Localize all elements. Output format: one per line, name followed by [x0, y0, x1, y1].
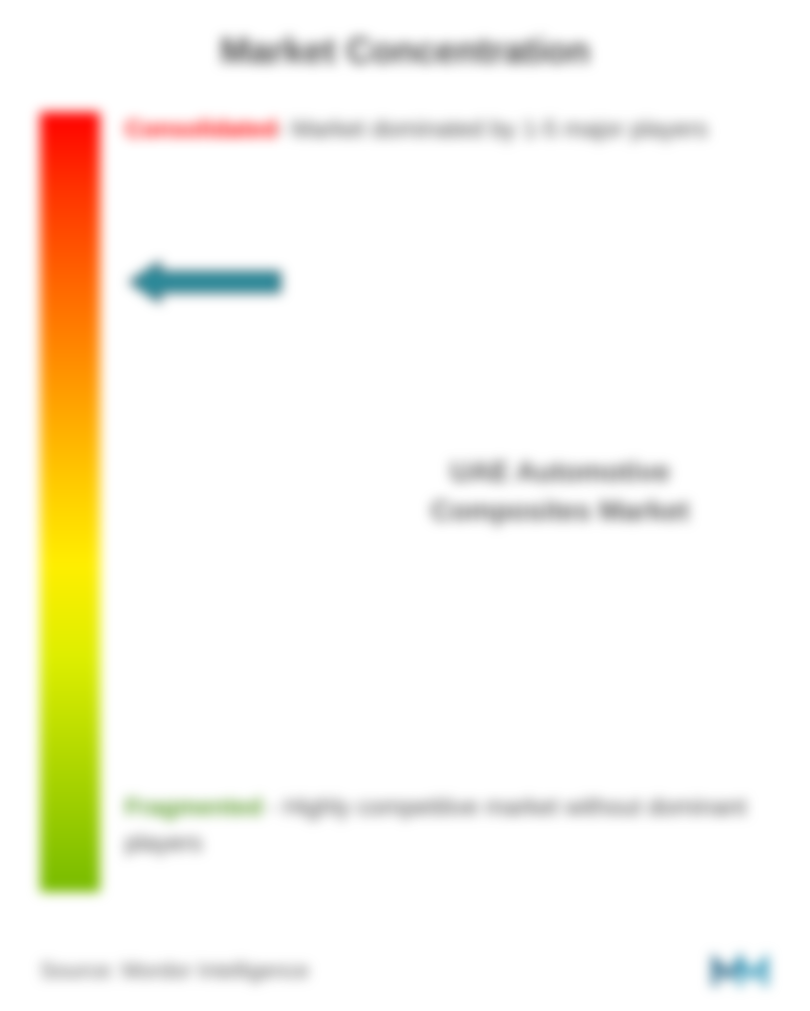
consolidated-highlight: Consolidated	[125, 116, 277, 143]
labels-area: Consolidated- Market dominated by 1-5 ma…	[100, 112, 770, 892]
consolidated-description: - Market dominated by 1-5 major players	[277, 116, 708, 143]
content-area: Consolidated- Market dominated by 1-5 ma…	[40, 112, 770, 892]
footer: Source: Mordor Intelligence	[40, 951, 770, 991]
consolidated-label: Consolidated- Market dominated by 1-5 ma…	[125, 112, 770, 148]
position-arrow	[125, 257, 285, 307]
concentration-gradient-bar	[40, 112, 100, 892]
fragmented-highlight: Fragmented	[125, 794, 262, 821]
mordor-logo-icon	[710, 951, 770, 991]
market-name-label: UAE Automotive Composites Market	[370, 452, 750, 530]
fragmented-label: Fragmented - Highly competitive market w…	[125, 790, 770, 862]
main-container: Market Concentration Consolidated- Marke…	[0, 0, 810, 1011]
arrow-icon	[125, 257, 285, 307]
source-attribution: Source: Mordor Intelligence	[40, 958, 309, 984]
chart-title: Market Concentration	[40, 30, 770, 72]
